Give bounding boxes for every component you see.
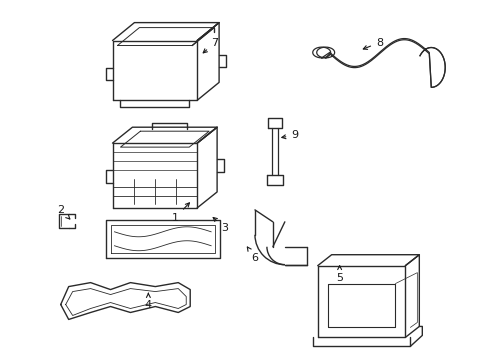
Text: 7: 7 xyxy=(203,37,218,53)
Text: 1: 1 xyxy=(171,203,189,223)
Text: 6: 6 xyxy=(247,247,258,263)
Text: 5: 5 xyxy=(335,266,343,283)
Text: 2: 2 xyxy=(57,205,70,219)
Text: 8: 8 xyxy=(363,37,382,49)
Text: 3: 3 xyxy=(213,217,228,233)
Text: 9: 9 xyxy=(281,130,298,140)
Text: 4: 4 xyxy=(144,293,152,310)
